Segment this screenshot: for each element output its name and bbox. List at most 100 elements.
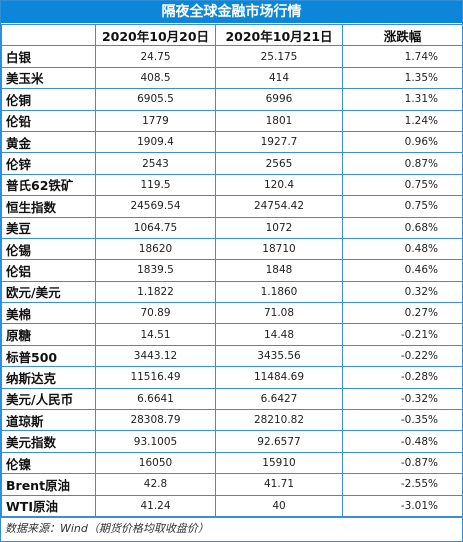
row-value-oct21: 1801 bbox=[215, 109, 343, 132]
table-row: 伦锌 2543 2565 0.87% bbox=[1, 152, 463, 175]
row-value-oct21: 2565 bbox=[215, 152, 343, 175]
row-name: 美元指数 bbox=[1, 430, 96, 453]
market-table: 2020年10月20日 2020年10月21日 涨跌幅 白银 24.75 25.17… bbox=[1, 23, 463, 517]
row-value-oct21: 40 bbox=[215, 494, 343, 517]
table-row: 美豆 1064.75 1072 0.68% bbox=[1, 216, 463, 239]
header-change: 涨跌幅 bbox=[342, 23, 463, 47]
table-row: 欧元/美元 1.1822 1.1860 0.32% bbox=[1, 280, 463, 304]
row-value-oct20: 93.1005 bbox=[95, 430, 216, 453]
row-name: 黄金 bbox=[1, 130, 96, 154]
row-name: 道琼斯 bbox=[1, 409, 96, 432]
row-name: 欧元/美元 bbox=[1, 280, 96, 304]
row-value-oct21: 15910 bbox=[215, 451, 343, 475]
table-row: 伦铝 1839.5 1848 0.46% bbox=[1, 259, 463, 282]
row-name: Brent原油 bbox=[1, 473, 96, 496]
row-change: -0.28% bbox=[342, 366, 463, 389]
row-value-oct21: 24754.42 bbox=[215, 195, 343, 218]
row-value-oct20: 11516.49 bbox=[95, 366, 216, 389]
row-value-oct21: 6996 bbox=[215, 88, 343, 111]
table-body: 白银 24.75 25.175 1.74% 美玉米 408.5 414 1.35% 伦铜 6905… bbox=[1, 45, 463, 517]
row-value-oct20: 24.75 bbox=[95, 45, 216, 68]
row-value-oct20: 1.1822 bbox=[95, 280, 216, 304]
row-value-oct21: 1848 bbox=[215, 259, 343, 282]
row-value-oct21: 41.71 bbox=[215, 473, 343, 496]
table-header-row: 2020年10月20日 2020年10月21日 涨跌幅 bbox=[1, 23, 463, 47]
table-row: 纳斯达克 11516.49 11484.69 -0.28% bbox=[1, 366, 463, 389]
row-change: 0.75% bbox=[342, 173, 463, 197]
row-name: 美元/人民币 bbox=[1, 387, 96, 411]
row-name: 美豆 bbox=[1, 216, 96, 239]
row-value-oct20: 1909.4 bbox=[95, 130, 216, 154]
row-change: 0.96% bbox=[342, 130, 463, 154]
row-value-oct21: 120.4 bbox=[215, 173, 343, 197]
row-value-oct21: 18710 bbox=[215, 237, 343, 261]
row-value-oct20: 119.5 bbox=[95, 173, 216, 197]
row-value-oct21: 14.48 bbox=[215, 323, 343, 346]
row-value-oct20: 28308.79 bbox=[95, 409, 216, 432]
source-note: 数据来源：Wind（期货价格均取收盘价） bbox=[1, 516, 462, 540]
table-row: 伦铅 1779 1801 1.24% bbox=[1, 109, 463, 132]
table-row: 标普500 3443.12 3435.56 -0.22% bbox=[1, 344, 463, 368]
row-value-oct21: 11484.69 bbox=[215, 366, 343, 389]
row-value-oct20: 2543 bbox=[95, 152, 216, 175]
row-value-oct20: 18620 bbox=[95, 237, 216, 261]
table-row: 白银 24.75 25.175 1.74% bbox=[1, 45, 463, 68]
row-change: -3.01% bbox=[342, 494, 463, 517]
row-value-oct21: 1072 bbox=[215, 216, 343, 239]
row-name: 美棉 bbox=[1, 302, 96, 325]
row-name: 伦锌 bbox=[1, 152, 96, 175]
table-row: 美棉 70.89 71.08 0.27% bbox=[1, 302, 463, 325]
row-name: 伦铝 bbox=[1, 259, 96, 282]
row-name: 美玉米 bbox=[1, 66, 96, 90]
row-value-oct21: 3435.56 bbox=[215, 344, 343, 368]
row-value-oct20: 70.89 bbox=[95, 302, 216, 325]
row-value-oct20: 42.8 bbox=[95, 473, 216, 496]
row-value-oct21: 1.1860 bbox=[215, 280, 343, 304]
row-value-oct20: 3443.12 bbox=[95, 344, 216, 368]
row-change: 1.74% bbox=[342, 45, 463, 68]
row-name: 标普500 bbox=[1, 344, 96, 368]
row-value-oct21: 414 bbox=[215, 66, 343, 90]
row-change: 0.75% bbox=[342, 195, 463, 218]
row-change: 0.87% bbox=[342, 152, 463, 175]
row-change: -0.35% bbox=[342, 409, 463, 432]
row-name: WTI原油 bbox=[1, 494, 96, 517]
row-change: -0.22% bbox=[342, 344, 463, 368]
row-value-oct20: 1839.5 bbox=[95, 259, 216, 282]
row-change: 1.31% bbox=[342, 88, 463, 111]
row-value-oct20: 1064.75 bbox=[95, 216, 216, 239]
row-value-oct20: 6.6641 bbox=[95, 387, 216, 411]
row-change: -0.21% bbox=[342, 323, 463, 346]
table-row: 伦铜 6905.5 6996 1.31% bbox=[1, 88, 463, 111]
row-name: 伦铜 bbox=[1, 88, 96, 111]
row-name: 伦锡 bbox=[1, 237, 96, 261]
table-row: 伦镍 16050 15910 -0.87% bbox=[1, 451, 463, 475]
row-change: -0.87% bbox=[342, 451, 463, 475]
row-value-oct20: 41.24 bbox=[95, 494, 216, 517]
row-value-oct20: 16050 bbox=[95, 451, 216, 475]
row-change: -0.48% bbox=[342, 430, 463, 453]
table-row: 美玉米 408.5 414 1.35% bbox=[1, 66, 463, 90]
table-row: WTI原油 41.24 40 -3.01% bbox=[1, 494, 463, 517]
table-row: 黄金 1909.4 1927.7 0.96% bbox=[1, 130, 463, 154]
row-value-oct21: 25.175 bbox=[215, 45, 343, 68]
row-value-oct20: 6905.5 bbox=[95, 88, 216, 111]
table-row: 原糖 14.51 14.48 -0.21% bbox=[1, 323, 463, 346]
table-row: Brent原油 42.8 41.71 -2.55% bbox=[1, 473, 463, 496]
row-change: 0.46% bbox=[342, 259, 463, 282]
row-change: 0.27% bbox=[342, 302, 463, 325]
page-title: 隔夜全球金融市场行情 bbox=[1, 1, 462, 24]
row-name: 恒生指数 bbox=[1, 195, 96, 218]
row-value-oct20: 24569.54 bbox=[95, 195, 216, 218]
row-value-oct20: 408.5 bbox=[95, 66, 216, 90]
row-change: -2.55% bbox=[342, 473, 463, 496]
table-row: 普氏62铁矿 119.5 120.4 0.75% bbox=[1, 173, 463, 197]
row-value-oct20: 1779 bbox=[95, 109, 216, 132]
row-name: 伦镍 bbox=[1, 451, 96, 475]
row-value-oct20: 14.51 bbox=[95, 323, 216, 346]
header-date-1: 2020年10月20日 bbox=[95, 23, 216, 47]
row-change: 1.35% bbox=[342, 66, 463, 90]
header-date-2: 2020年10月21日 bbox=[215, 23, 343, 47]
row-change: 0.68% bbox=[342, 216, 463, 239]
table-row: 恒生指数 24569.54 24754.42 0.75% bbox=[1, 195, 463, 218]
